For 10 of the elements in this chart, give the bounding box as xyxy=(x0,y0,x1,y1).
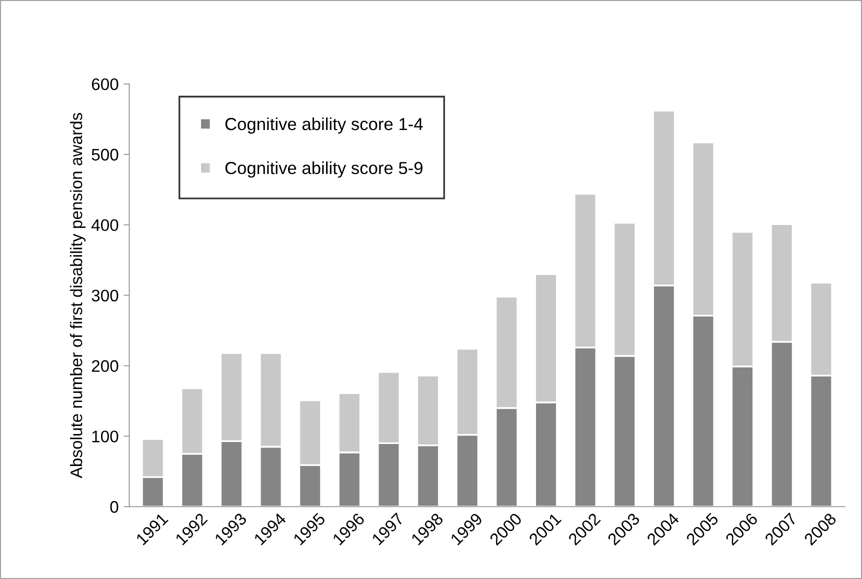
legend-label: Cognitive ability score 5-9 xyxy=(225,161,422,178)
y-tick-label: 200 xyxy=(92,360,118,372)
y-tick-label: 100 xyxy=(92,430,118,442)
y-axis-title: Absolute number of first disability pension awards xyxy=(70,112,86,478)
y-tick-label: 0 xyxy=(110,501,118,513)
y-tick-label: 300 xyxy=(92,290,118,302)
y-tick-label: 400 xyxy=(91,219,118,232)
y-tick-label: 500 xyxy=(92,148,118,161)
y-tick-label: 600 xyxy=(92,78,118,90)
legend-label: Cognitive ability score 1-4 xyxy=(225,117,423,134)
